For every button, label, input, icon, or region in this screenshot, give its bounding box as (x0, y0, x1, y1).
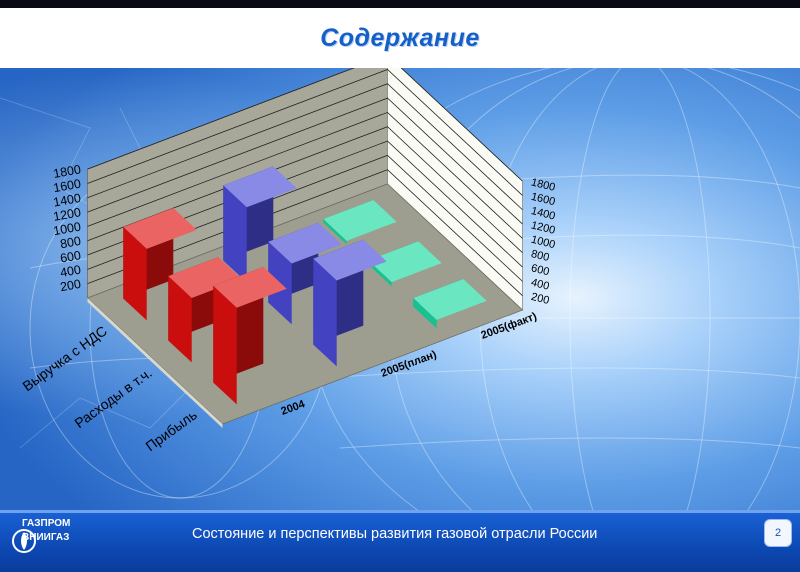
category-label: Выручка с НДС (19, 322, 109, 394)
bar-2005(план)-Прибыль (313, 239, 387, 367)
left-axis-tick-label: 400 (59, 263, 82, 280)
right-axis-tick-label: 600 (530, 262, 551, 278)
floor-edge (87, 298, 223, 428)
page-number: 2 (765, 520, 791, 546)
gridline (87, 97, 523, 225)
left-axis-tick-label: 1000 (52, 220, 82, 239)
bar-top-face (168, 257, 242, 298)
chart-bars (123, 166, 487, 405)
right-axis-tick-label: 800 (530, 248, 551, 264)
footer-caption: Состояние и перспективы развития газовой… (192, 526, 598, 542)
right-axis-tick-label: 200 (530, 291, 551, 307)
gazprom-logo (12, 529, 36, 553)
bar-top-face (223, 166, 297, 208)
gridline (87, 68, 523, 196)
left-axis-tick-label: 1400 (52, 191, 82, 210)
bar-top-face (313, 239, 387, 281)
bar-2005(план)-Выручка с НДС (223, 166, 297, 283)
gridline (87, 126, 523, 254)
logo-text-line1: ГАЗПРОМ (22, 518, 71, 529)
left-axis-tick-label: 200 (59, 277, 82, 294)
title-area (0, 8, 800, 68)
bar-front-face (223, 185, 247, 283)
bar-top-face (268, 222, 342, 264)
left-axis-tick-label: 600 (59, 248, 82, 265)
bar-2005(факт)-Прибыль (413, 278, 487, 329)
left-axis-tick-label: 1200 (52, 205, 82, 224)
category-label: Расходы в т.ч. (71, 364, 154, 431)
logo-text-line2: ВНИИГАЗ (22, 532, 70, 543)
gridline (87, 111, 523, 239)
gridline (87, 68, 523, 182)
footer-divider (0, 510, 800, 513)
bar-2004-Прибыль (213, 266, 287, 405)
bar-front-face (213, 285, 237, 405)
left-axis-tick-label: 1800 (52, 162, 82, 181)
bar-2005(факт)-Выручка с НДС (323, 200, 397, 245)
bar-top-face (123, 207, 197, 249)
right-axis-tick-label: 1400 (530, 205, 557, 223)
bar-front-face (168, 276, 192, 363)
right-axis-tick-label: 400 (530, 277, 551, 293)
footer-bar: ГАЗПРОМ ВНИИГАЗ Состояние и перспективы … (0, 510, 800, 572)
bar-chart: 2004006008001000120014001600180020040060… (19, 68, 557, 454)
bar-front-face (123, 226, 147, 321)
right-axis-tick-label: 1800 (530, 176, 557, 194)
bar-top-face (368, 241, 442, 283)
right-axis-tick-label: 1200 (530, 219, 557, 237)
gridline (87, 83, 523, 211)
bar-front-face (313, 258, 337, 367)
bar-top-face (413, 278, 487, 320)
top-bar (0, 0, 800, 8)
gridline (87, 140, 523, 268)
gridline (87, 169, 523, 296)
bar-front-face (368, 260, 392, 287)
category-label: Прибыль (142, 406, 199, 454)
left-axis-tick-label: 800 (59, 234, 82, 251)
left-axis-tick-label: 1600 (52, 177, 82, 196)
bar-2004-Выручка с НДС (123, 207, 197, 321)
bar-front-face (323, 219, 347, 245)
right-axis-tick-label: 1600 (530, 191, 557, 209)
bar-front-face (413, 297, 437, 329)
slide-title: Содержание (320, 24, 480, 52)
bar-2004-Расходы в т.ч. (168, 257, 242, 363)
bar-top-face (323, 200, 397, 241)
bar-top-face (213, 266, 287, 308)
right-axis-tick-label: 1000 (530, 234, 557, 252)
chart-gridlines (87, 68, 523, 296)
